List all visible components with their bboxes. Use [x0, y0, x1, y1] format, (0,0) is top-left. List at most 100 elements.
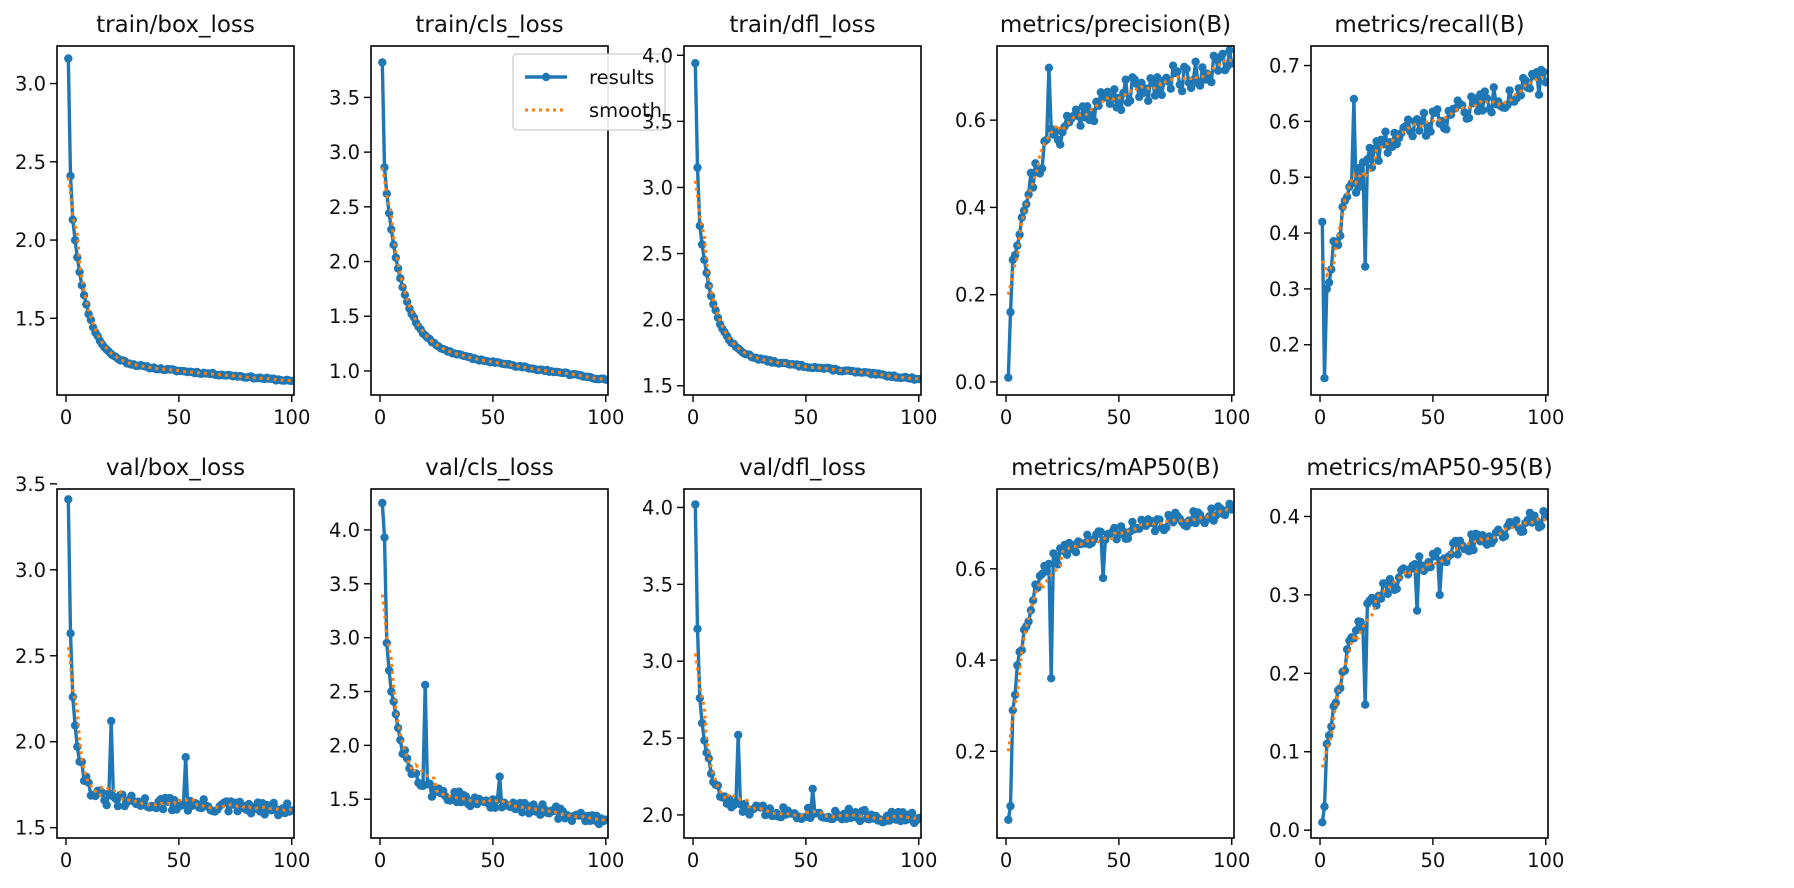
- results-point: [1042, 567, 1051, 576]
- plot-area: [1318, 65, 1548, 383]
- results-point: [1525, 84, 1535, 93]
- results-point: [1116, 105, 1126, 115]
- y-tick-label: 2.0: [642, 309, 673, 332]
- results-point: [693, 163, 702, 172]
- results-point: [860, 805, 869, 815]
- y-tick-label: 2.5: [642, 727, 673, 750]
- results-point: [518, 808, 527, 817]
- results-point: [66, 629, 75, 638]
- results-point: [1318, 818, 1327, 827]
- x-tick-label: 50: [1106, 406, 1131, 429]
- y-tick-label: 0.4: [955, 196, 986, 219]
- panel-title: metrics/recall(B): [1334, 12, 1524, 38]
- results-point: [107, 716, 116, 726]
- results-point: [855, 816, 865, 826]
- results-point: [1227, 505, 1234, 514]
- legend-box: [512, 53, 666, 131]
- results-point: [1433, 547, 1442, 556]
- y-tick-label: 2.5: [329, 196, 360, 219]
- results-point: [1516, 91, 1526, 100]
- plot-area: [1004, 46, 1234, 382]
- subplot-train-box-loss: train/box_loss 0 50 100 1.5 2.0 2.5 3.0: [15, 12, 310, 429]
- results-point: [1408, 131, 1417, 141]
- legend-results-marker: [541, 72, 551, 82]
- plot-area: [64, 495, 294, 820]
- y-tick-label: 1.5: [15, 817, 46, 840]
- results-point: [1426, 127, 1435, 136]
- y-tick-label: 2.0: [329, 251, 360, 274]
- results-point: [68, 692, 78, 702]
- smooth-line: [380, 594, 606, 822]
- results-point: [77, 757, 87, 767]
- panel-title: val/cls_loss: [425, 455, 554, 481]
- results-point: [1363, 155, 1372, 164]
- legend-results-label: results: [589, 66, 654, 89]
- results-point: [1207, 77, 1216, 87]
- results-point: [1153, 73, 1162, 82]
- smooth-line: [66, 647, 293, 813]
- y-tick-label: 3.0: [15, 73, 46, 96]
- x-tick-label: 50: [1420, 849, 1445, 872]
- results-point: [380, 533, 389, 542]
- results-point: [79, 291, 89, 300]
- results-point: [1412, 606, 1422, 615]
- y-tick-label: 3.0: [642, 650, 673, 673]
- results-point: [1469, 545, 1478, 555]
- results-point: [393, 264, 403, 273]
- panel-title: train/box_loss: [96, 12, 255, 38]
- y-tick-label: 0.4: [1269, 505, 1300, 528]
- legend: results smooth: [512, 53, 666, 131]
- results-point: [1150, 91, 1160, 100]
- plot-area: [1004, 499, 1234, 824]
- results-point: [1464, 113, 1474, 123]
- results-point: [1318, 217, 1327, 227]
- results-point: [1320, 374, 1329, 383]
- results-point: [421, 680, 430, 690]
- x-tick-label: 50: [166, 849, 191, 872]
- results-point: [382, 189, 391, 198]
- x-tick-label: 50: [480, 406, 505, 429]
- results-point: [1351, 626, 1361, 635]
- x-tick-label: 100: [273, 406, 310, 429]
- plot-area: [378, 58, 608, 384]
- smooth-line: [693, 180, 919, 381]
- results-point: [1110, 523, 1119, 533]
- axes-frame: [996, 488, 1235, 839]
- results-point: [1361, 700, 1370, 709]
- x-tick-label: 0: [1314, 406, 1326, 429]
- results-point: [697, 240, 707, 249]
- results-point: [1374, 156, 1383, 165]
- results-point: [402, 297, 412, 306]
- smooth-line: [1006, 58, 1233, 296]
- results-point: [1417, 116, 1426, 126]
- y-tick-label: 1.5: [15, 307, 46, 330]
- y-tick-label: 3.0: [329, 141, 360, 164]
- results-point: [1460, 108, 1469, 117]
- results-point: [1534, 90, 1544, 99]
- x-tick-label: 100: [900, 406, 937, 429]
- results-point: [1433, 105, 1442, 114]
- results-point: [1539, 67, 1548, 77]
- y-tick-label: 0.7: [1269, 55, 1300, 78]
- results-point: [1478, 531, 1487, 540]
- results-point: [1218, 49, 1227, 59]
- x-tick-label: 100: [587, 849, 624, 872]
- results-point: [1006, 307, 1015, 317]
- results-point: [1324, 278, 1334, 287]
- results-point: [1089, 116, 1099, 126]
- results-point: [1186, 83, 1196, 93]
- results-point: [1173, 67, 1182, 76]
- y-tick-label: 1.0: [329, 360, 360, 383]
- results-point: [1195, 81, 1205, 90]
- results-point: [400, 290, 410, 299]
- y-tick-label: 2.0: [329, 734, 360, 757]
- x-tick-label: 100: [1527, 849, 1564, 872]
- x-tick-label: 100: [1213, 849, 1250, 872]
- results-point: [1150, 526, 1160, 536]
- x-tick-label: 100: [900, 849, 937, 872]
- y-tick-label: 3.5: [329, 86, 360, 109]
- plot-area: [64, 54, 294, 386]
- panel-title: val/box_loss: [106, 455, 245, 481]
